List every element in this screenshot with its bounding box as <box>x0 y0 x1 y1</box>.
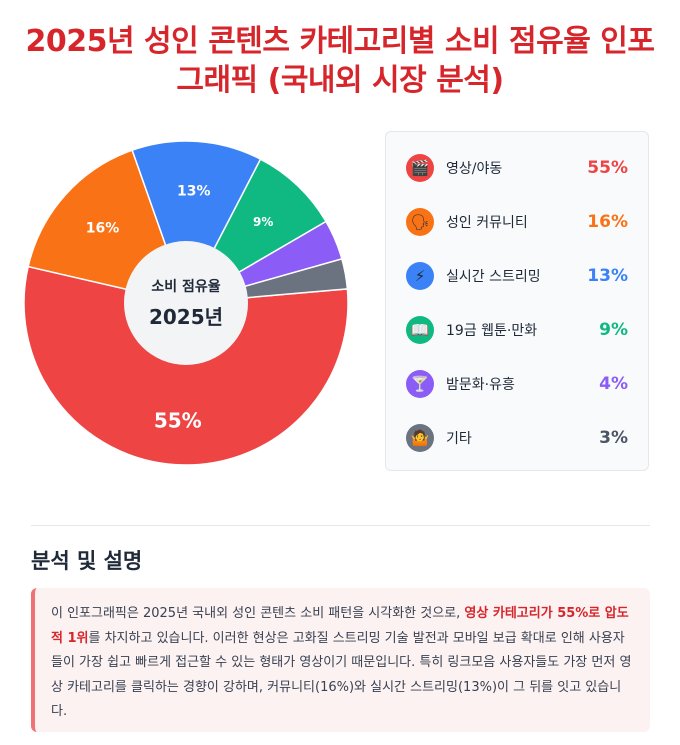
legend-label: 실시간 스트리밍 <box>446 269 541 285</box>
pie-center-label: 소비 점유율 <box>151 278 220 295</box>
analysis-text-after: 를 차지하고 있습니다. 이러한 현상은 고화질 스트리밍 기술 발전과 모바일… <box>51 630 632 720</box>
legend-card: 🎬 영상/야동 55% 🗣 성인 커뮤니티 16% ⚡ 실시간 스트리밍 13% 📖 19금 웹툰·… <box>385 131 649 471</box>
pie-center-hole <box>124 241 248 365</box>
legend-label: 성인 커뮤니티 <box>446 215 528 231</box>
people-talking-icon: 🗣 <box>406 208 434 236</box>
shrugging-person-icon: 🤷 <box>406 424 434 452</box>
section-divider <box>31 525 650 526</box>
pie-center-year: 2025년 <box>149 305 223 329</box>
pie-slice-3 <box>131 140 262 305</box>
legend-item: 🍸 밤문화·유흥 4% <box>406 368 628 400</box>
legend-value: 4% <box>599 374 628 394</box>
pie-slice-1 <box>23 265 349 466</box>
open-book-icon: 📖 <box>406 316 434 344</box>
clapperboard-icon: 🎬 <box>406 154 434 182</box>
pie-slice-label-1: 55% <box>154 409 202 433</box>
legend-value: 55% <box>587 158 628 178</box>
legend-label: 기타 <box>446 431 472 447</box>
page-title: 2025년 성인 콘텐츠 카테고리별 소비 점유율 인포그래픽 (국내외 시장 … <box>25 24 655 98</box>
legend-value: 3% <box>599 428 628 448</box>
analysis-highlight: 영상 카테고리가 55%로 압도적 1위 <box>51 606 629 646</box>
analysis-text-before: 이 인포그래픽은 2025년 국내외 성인 콘텐츠 소비 패턴을 시각화한 것으… <box>51 606 465 621</box>
legend-value: 9% <box>599 320 628 340</box>
pie-slice-label-3: 13% <box>177 183 211 199</box>
legend-value: 13% <box>587 266 628 286</box>
legend-item: 📖 19금 웹툰·만화 9% <box>406 314 628 346</box>
legend-item: 🎬 영상/야동 55% <box>406 152 628 184</box>
pie-slice-label-4: 9% <box>253 215 273 229</box>
analysis-box: 이 인포그래픽은 2025년 국내외 성인 콘텐츠 소비 패턴을 시각화한 것으… <box>31 588 650 732</box>
pie-chart-svg: 55% 16% 13% 9% 소비 점유율 2025년 <box>23 140 349 466</box>
legend-item: 🗣 성인 커뮤니티 16% <box>406 206 628 238</box>
legend-label: 19금 웹툰·만화 <box>446 323 538 339</box>
legend-item: 🤷 기타 3% <box>406 422 628 454</box>
legend-label: 영상/야동 <box>446 161 503 177</box>
cocktail-glass-icon: 🍸 <box>406 370 434 398</box>
pie-slice-label-2: 16% <box>86 220 120 236</box>
analysis-heading: 분석 및 설명 <box>31 549 143 573</box>
pie-chart: 55% 16% 13% 9% 소비 점유율 2025년 <box>22 139 350 467</box>
legend-value: 16% <box>587 212 628 232</box>
legend-label: 밤문화·유흥 <box>446 377 515 393</box>
legend-item: ⚡ 실시간 스트리밍 13% <box>406 260 628 292</box>
lightning-icon: ⚡ <box>406 262 434 290</box>
